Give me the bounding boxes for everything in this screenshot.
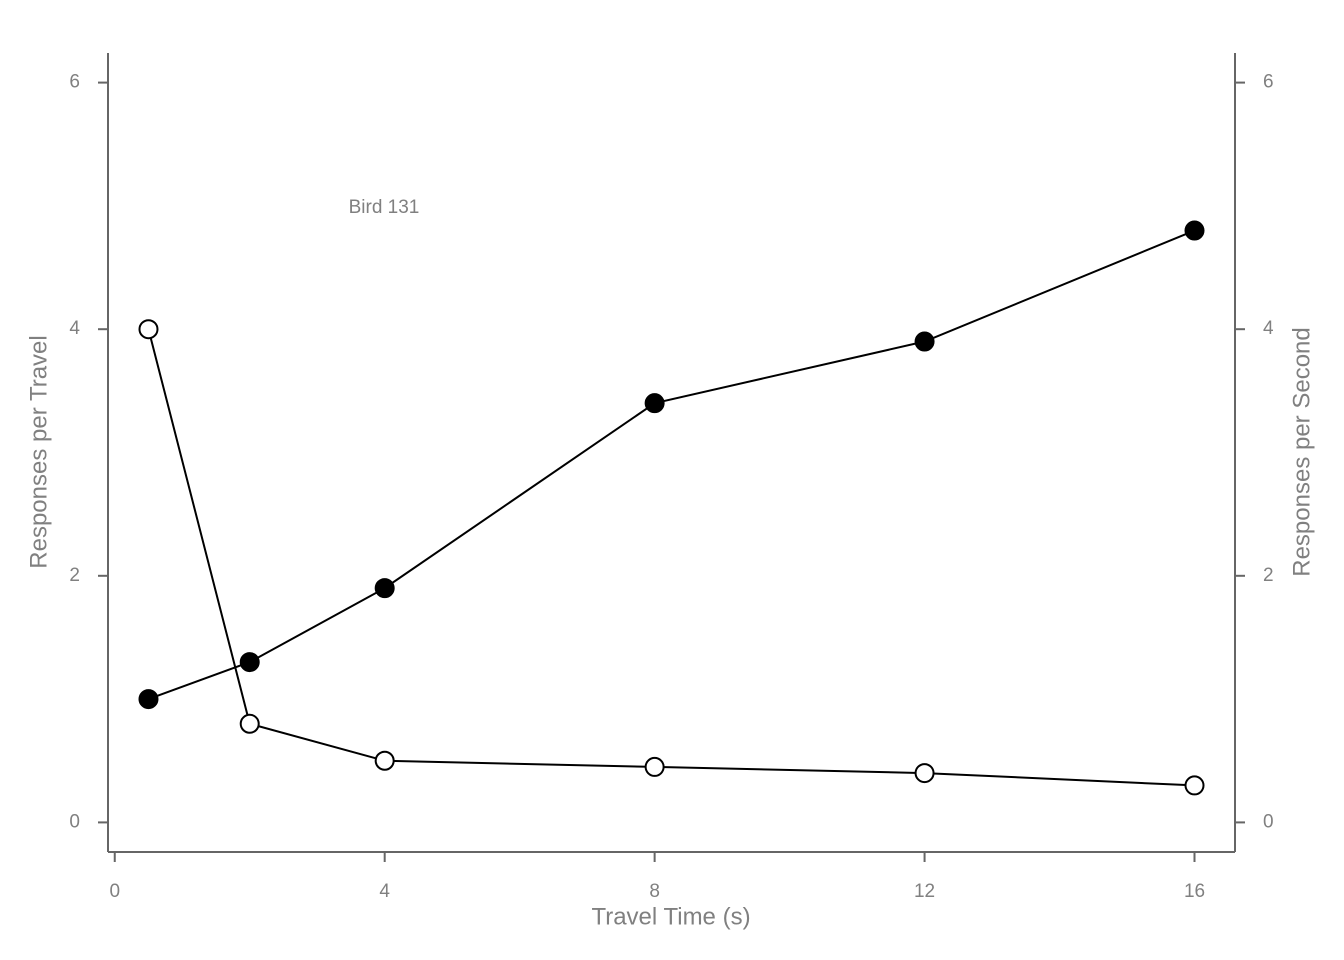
data-point: [1184, 775, 1205, 796]
data-point: [914, 763, 935, 784]
x-axis-title: Travel Time (s): [591, 903, 750, 930]
x-tick-label: 8: [649, 881, 660, 902]
data-point: [644, 393, 665, 414]
y2-tick-label: 4: [1263, 318, 1274, 339]
x-tick-label: 16: [1184, 881, 1205, 902]
y2-tick-label: 2: [1263, 565, 1274, 586]
y-tick-label: 0: [69, 811, 80, 832]
x-tick-label: 4: [379, 881, 390, 902]
data-point: [914, 331, 935, 352]
y2-axis-title: Responses per Second: [1288, 327, 1315, 577]
x-tick-label: 0: [109, 881, 120, 902]
data-point: [374, 578, 395, 599]
series-line: [148, 229, 1195, 701]
y2-tick-label: 6: [1263, 72, 1274, 93]
data-point: [1184, 220, 1205, 241]
data-point: [644, 756, 665, 777]
y-axis-title: Responses per Travel: [25, 335, 52, 568]
y-tick-label: 2: [69, 565, 80, 586]
data-point: [239, 713, 260, 734]
y2-tick-label: 0: [1263, 811, 1274, 832]
annotation: Bird 131: [349, 197, 420, 218]
data-point: [239, 652, 260, 673]
x-tick-label: 12: [914, 881, 935, 902]
y-tick-label: 4: [69, 318, 80, 339]
data-point: [138, 689, 159, 710]
series-line: [147, 328, 1195, 787]
data-point: [374, 750, 395, 771]
y-tick-label: 6: [69, 72, 80, 93]
data-point: [138, 319, 159, 340]
